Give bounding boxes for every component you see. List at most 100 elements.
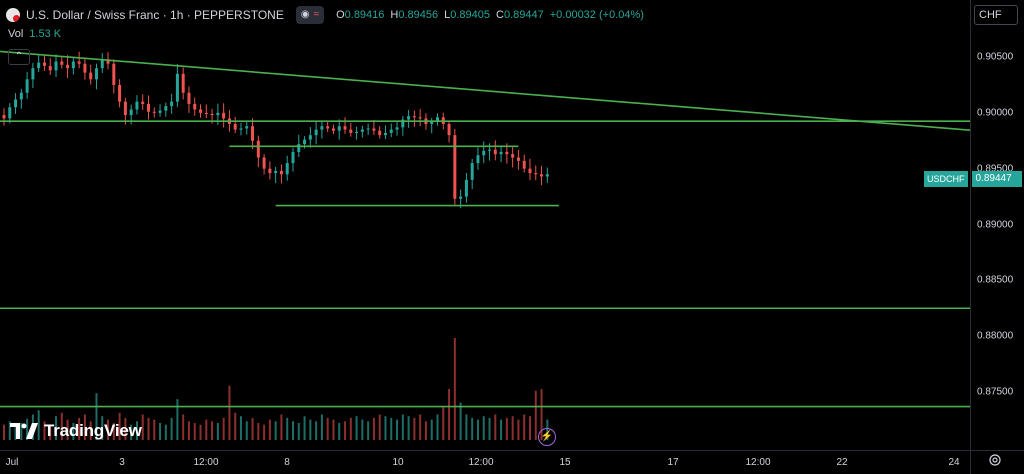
volume-bar <box>309 419 312 440</box>
candle-body <box>262 157 266 169</box>
volume-bar <box>442 406 445 440</box>
candle-body <box>135 101 139 110</box>
candle-body <box>199 109 203 113</box>
candle-body <box>499 151 503 155</box>
candle-body <box>112 63 116 85</box>
candle-body <box>389 129 393 133</box>
volume-bar <box>170 417 173 440</box>
volume-bar <box>95 393 98 440</box>
candle-body <box>366 128 370 130</box>
volume-legend[interactable]: Vol 1.53 K <box>8 28 61 40</box>
time-axis-label: Jul <box>5 457 19 468</box>
candle-body <box>31 68 35 80</box>
volume-bar <box>274 421 277 440</box>
volume-bar <box>245 421 248 440</box>
ohlc-readout: O0.89416 H0.89456 L0.89405 C0.89447 +0.0… <box>336 9 644 21</box>
indicator-toggle[interactable]: ◉ ≈ <box>295 6 325 24</box>
volume-bar <box>124 417 127 440</box>
candle-body <box>285 163 289 175</box>
volume-bar <box>482 416 485 440</box>
volume-bar <box>20 423 23 440</box>
volume-bar <box>419 414 422 440</box>
candle-body <box>326 126 330 129</box>
volume-bar <box>182 414 185 440</box>
candle-body <box>129 109 133 116</box>
last-price-value: 0.89447 <box>971 171 1022 187</box>
candle-body <box>545 174 549 177</box>
candle-body <box>60 61 64 65</box>
volume-bar <box>332 419 335 440</box>
candle-body <box>100 59 104 69</box>
candle-body <box>141 101 145 104</box>
wave-icon[interactable]: ≈ <box>313 9 320 20</box>
candle-body <box>395 127 399 130</box>
change-value: +0.00032 (+0.04%) <box>549 9 644 21</box>
candle-body <box>118 84 122 102</box>
price-axis[interactable]: 0.90500 0.90000 0.89500 0.89000 0.88500 0.880… <box>970 0 1024 450</box>
volume-bar <box>164 424 167 440</box>
candle-body <box>210 113 214 116</box>
volume-bar <box>130 424 133 440</box>
volume-bar <box>251 417 254 440</box>
volume-bar <box>43 421 46 440</box>
volume-bar <box>476 419 479 440</box>
time-axis[interactable]: Jul 3 12:00 8 10 12:00 15 17 12:00 22 24 <box>0 450 970 474</box>
candle-body <box>493 149 497 155</box>
candle-body <box>48 65 52 71</box>
volume-bar <box>448 389 451 440</box>
candle-body <box>123 101 127 116</box>
candle-body <box>175 73 179 102</box>
volume-bar <box>505 417 508 440</box>
time-axis-label: 12:00 <box>468 457 494 468</box>
currency-selector[interactable]: CHF <box>974 5 1018 25</box>
candle-body <box>291 151 295 164</box>
gear-icon[interactable] <box>988 453 1002 467</box>
candle-body <box>251 126 255 141</box>
candle-body <box>297 144 301 152</box>
candle-body <box>19 92 23 100</box>
volume-bar <box>326 417 329 440</box>
open-value: 0.89416 <box>344 9 385 21</box>
price-chart[interactable] <box>0 0 970 450</box>
volume-bar <box>430 419 433 440</box>
tradingview-logo[interactable]: TradingView <box>10 421 142 441</box>
axis-corner <box>970 450 1024 474</box>
volume-bar <box>49 424 52 440</box>
candle-body <box>106 59 110 64</box>
time-axis-label: 22 <box>836 457 848 468</box>
candle-body <box>158 110 162 113</box>
candle-body <box>401 119 405 128</box>
volume-bar <box>26 418 29 440</box>
volume-bar <box>401 414 404 440</box>
candle-body <box>407 116 411 120</box>
eye-icon[interactable]: ◉ <box>300 9 310 20</box>
chart-pane[interactable]: U.S. Dollar / Swiss Franc · 1h · PEPPERS… <box>0 0 970 450</box>
collapse-legend-button[interactable]: ⌃ <box>8 49 30 65</box>
volume-bar <box>193 423 196 440</box>
volume-bar <box>494 414 497 440</box>
candle-body <box>25 79 29 93</box>
volume-bar <box>424 421 427 440</box>
symbol-title[interactable]: U.S. Dollar / Swiss Franc · 1h · PEPPERS… <box>26 8 284 22</box>
tradingview-logo-icon <box>10 423 38 439</box>
volume-bar <box>72 423 75 440</box>
candle-body <box>320 126 324 130</box>
volume-bar <box>60 412 63 440</box>
volume-bar <box>292 421 294 440</box>
candle-body <box>37 62 41 69</box>
volume-bar <box>3 424 5 440</box>
volume-bar <box>297 423 300 440</box>
price-axis-label: 0.90500 <box>977 51 1014 63</box>
volume-bar <box>89 421 92 440</box>
volume-bar <box>349 417 352 440</box>
candle-body <box>303 139 307 145</box>
volume-bar <box>534 390 537 440</box>
volume-bar <box>338 423 341 440</box>
volume-bar <box>66 419 69 440</box>
candle-body <box>430 121 434 124</box>
candle-body <box>245 126 249 129</box>
candle-body <box>170 101 174 107</box>
time-axis-label: 12:00 <box>193 457 219 468</box>
lightning-icon[interactable]: ⚡ <box>538 428 556 446</box>
volume-bar <box>187 421 190 440</box>
